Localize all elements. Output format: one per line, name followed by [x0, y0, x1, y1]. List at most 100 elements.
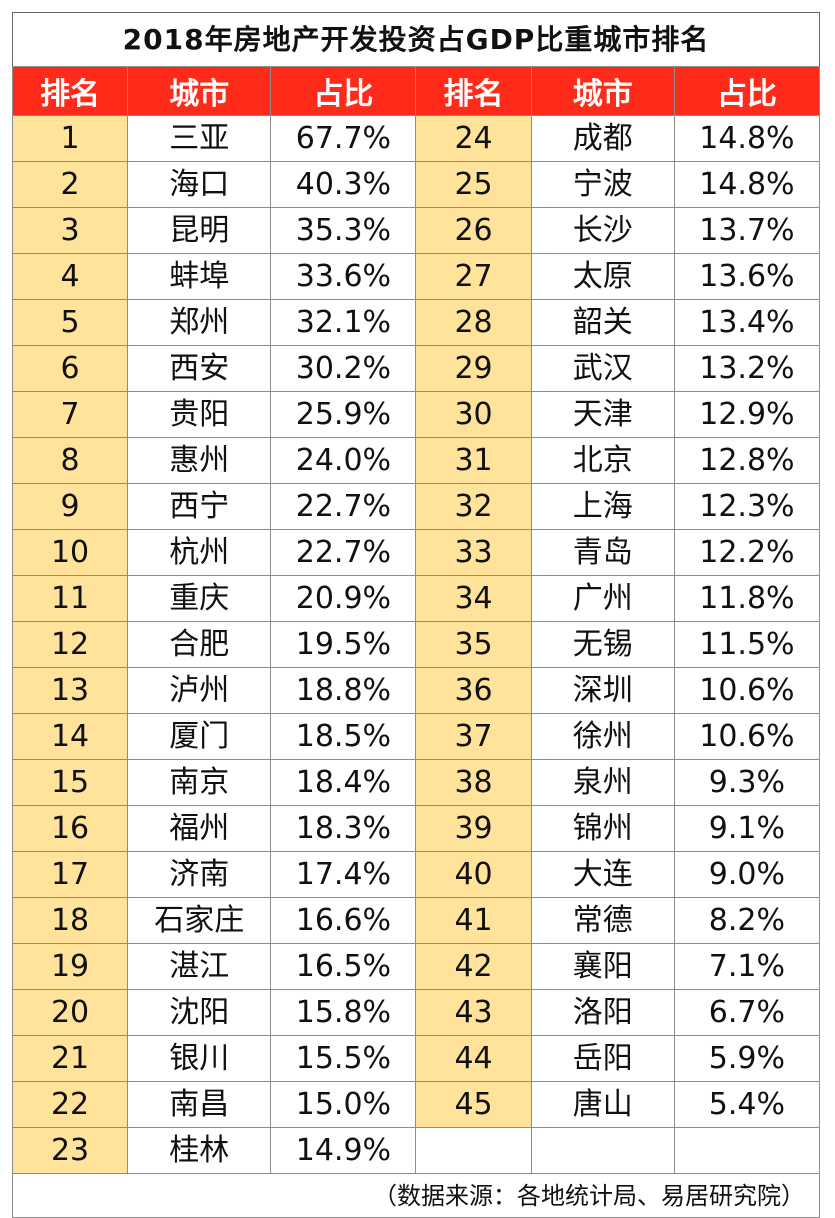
rank-cell: 31: [415, 437, 532, 484]
city-cell: 韶关: [530, 299, 675, 346]
rank-cell: 35: [415, 621, 532, 668]
rank-cell: 1: [11, 115, 129, 162]
table-row: 2 海口 40.3% 25 宁波 14.8%: [11, 161, 821, 208]
share-cell: 16.5%: [270, 943, 417, 990]
city-cell: 北京: [530, 437, 675, 484]
city-cell: 蚌埠: [127, 253, 272, 300]
share-cell: 9.3%: [673, 759, 821, 806]
rank-cell: 32: [415, 483, 532, 530]
rank-cell: 25: [415, 161, 532, 208]
rank-cell: 45: [415, 1081, 532, 1128]
rank-cell: 22: [11, 1081, 129, 1128]
city-cell: 贵阳: [127, 391, 272, 438]
city-cell: 杭州: [127, 529, 272, 576]
share-cell: 12.8%: [673, 437, 821, 484]
city-cell: 襄阳: [530, 943, 675, 990]
share-cell: 19.5%: [270, 621, 417, 668]
city-cell: 青岛: [530, 529, 675, 576]
share-cell: 13.2%: [673, 345, 821, 392]
rank-cell: 17: [11, 851, 129, 898]
table-row: 14 厦门 18.5% 37 徐州 10.6%: [11, 713, 821, 760]
city-cell: 大连: [530, 851, 675, 898]
table-row: 20 沈阳 15.8% 43 洛阳 6.7%: [11, 989, 821, 1036]
share-cell: 13.7%: [673, 207, 821, 254]
ranking-table-container: 2018年房地产开发投资占GDP比重城市排名 排名 城市 占比 排名 城市 占比…: [11, 12, 821, 1218]
rank-cell: 8: [11, 437, 129, 484]
ranking-table: 排名 城市 占比 排名 城市 占比 1 三亚 67.7% 24 成都 14.8% 2 海口 40…: [11, 66, 821, 1174]
table-row: 23 桂林 14.9%: [11, 1127, 821, 1174]
share-cell: 30.2%: [270, 345, 417, 392]
share-cell: 67.7%: [270, 115, 417, 162]
rank-cell: 37: [415, 713, 532, 760]
city-cell: 厦门: [127, 713, 272, 760]
rank-cell: 6: [11, 345, 129, 392]
rank-cell: 14: [11, 713, 129, 760]
city-cell: 长沙: [530, 207, 675, 254]
city-cell: 洛阳: [530, 989, 675, 1036]
rank-cell: 10: [11, 529, 129, 576]
share-cell: 32.1%: [270, 299, 417, 346]
rank-cell: 15: [11, 759, 129, 806]
rank-cell: 12: [11, 621, 129, 668]
share-cell: 22.7%: [270, 529, 417, 576]
share-cell: 12.9%: [673, 391, 821, 438]
share-cell: 22.7%: [270, 483, 417, 530]
share-cell: 15.8%: [270, 989, 417, 1036]
city-cell: 昆明: [127, 207, 272, 254]
table-row: 8 惠州 24.0% 31 北京 12.8%: [11, 437, 821, 484]
rank-cell: 40: [415, 851, 532, 898]
share-cell: 15.0%: [270, 1081, 417, 1128]
table-row: 10 杭州 22.7% 33 青岛 12.2%: [11, 529, 821, 576]
city-cell: 广州: [530, 575, 675, 622]
share-cell: 16.6%: [270, 897, 417, 944]
city-cell: 济南: [127, 851, 272, 898]
share-cell: 18.3%: [270, 805, 417, 852]
table-row: 17 济南 17.4% 40 大连 9.0%: [11, 851, 821, 898]
rank-cell: 44: [415, 1035, 532, 1082]
city-cell: 成都: [530, 115, 675, 162]
rank-cell: 24: [415, 115, 532, 162]
share-cell: 10.6%: [673, 713, 821, 760]
city-cell: 海口: [127, 161, 272, 208]
table-row: 5 郑州 32.1% 28 韶关 13.4%: [11, 299, 821, 346]
rank-cell: 4: [11, 253, 129, 300]
share-cell: 35.3%: [270, 207, 417, 254]
city-cell: 常德: [530, 897, 675, 944]
share-cell: 14.8%: [673, 115, 821, 162]
city-cell: 徐州: [530, 713, 675, 760]
share-cell: 17.4%: [270, 851, 417, 898]
share-cell: 40.3%: [270, 161, 417, 208]
city-cell: 湛江: [127, 943, 272, 990]
share-cell: 12.2%: [673, 529, 821, 576]
city-cell: 西安: [127, 345, 272, 392]
rank-cell: 30: [415, 391, 532, 438]
city-cell: 南京: [127, 759, 272, 806]
share-cell: 9.1%: [673, 805, 821, 852]
rank-cell: 43: [415, 989, 532, 1036]
share-cell: 11.8%: [673, 575, 821, 622]
share-cell: 25.9%: [270, 391, 417, 438]
empty-cell: [415, 1127, 532, 1174]
share-cell: 13.6%: [673, 253, 821, 300]
empty-cell: [530, 1127, 675, 1174]
share-cell: 10.6%: [673, 667, 821, 714]
header-share-right: 占比: [673, 66, 821, 116]
share-cell: 18.4%: [270, 759, 417, 806]
city-cell: 深圳: [530, 667, 675, 714]
rank-cell: 29: [415, 345, 532, 392]
header-rank-left: 排名: [11, 66, 129, 116]
rank-cell: 42: [415, 943, 532, 990]
share-cell: 7.1%: [673, 943, 821, 990]
city-cell: 西宁: [127, 483, 272, 530]
share-cell: 5.4%: [673, 1081, 821, 1128]
header-city-left: 城市: [127, 66, 272, 116]
header-city-right: 城市: [530, 66, 675, 116]
city-cell: 上海: [530, 483, 675, 530]
city-cell: 福州: [127, 805, 272, 852]
city-cell: 沈阳: [127, 989, 272, 1036]
city-cell: 石家庄: [127, 897, 272, 944]
table-row: 18 石家庄 16.6% 41 常德 8.2%: [11, 897, 821, 944]
rank-cell: 39: [415, 805, 532, 852]
share-cell: 5.9%: [673, 1035, 821, 1082]
share-cell: 12.3%: [673, 483, 821, 530]
